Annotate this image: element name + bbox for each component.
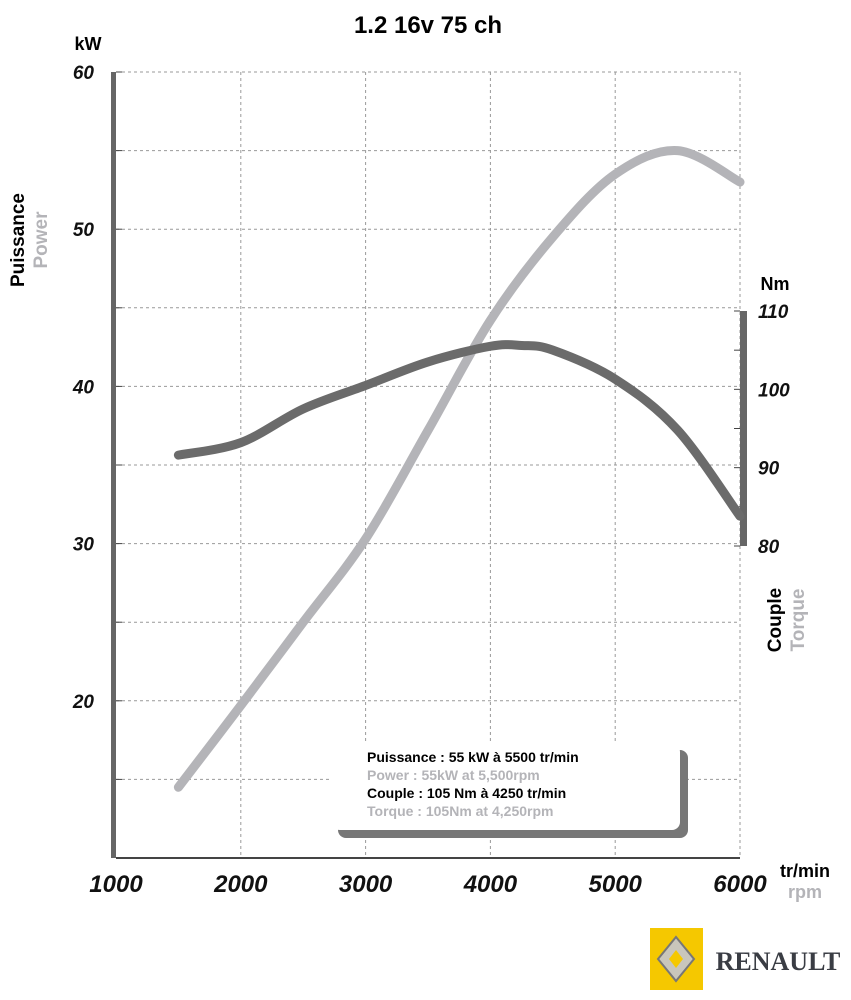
renault-logo: RENAULT xyxy=(650,928,840,990)
y-left-tick-label: 30 xyxy=(73,535,95,556)
left-unit: kW xyxy=(75,34,102,54)
power-curve xyxy=(173,146,745,792)
x-tick-label: 5000 xyxy=(589,871,643,898)
left-label-en: Power xyxy=(31,211,52,269)
left-axis-bar xyxy=(111,72,116,858)
x-tick-label: 4000 xyxy=(463,871,518,898)
y-right-tick-label: 80 xyxy=(758,537,780,558)
torque-curve xyxy=(173,340,745,521)
right-label-fr: Couple xyxy=(765,588,786,652)
right-label-en: Torque xyxy=(788,589,809,652)
x-label-fr: tr/min xyxy=(780,861,830,881)
chart-title: 1.2 16v 75 ch xyxy=(354,12,502,39)
legend-line-3: Couple : 105 Nm à 4250 tr/min xyxy=(367,785,566,801)
x-tick-label: 6000 xyxy=(713,871,767,898)
legend-box: Puissance : 55 kW à 5500 tr/min Power : … xyxy=(332,744,688,838)
legend-line-1: Puissance : 55 kW à 5500 tr/min xyxy=(367,749,579,765)
x-tick-label: 2000 xyxy=(213,871,268,898)
y-left-tick-label: 20 xyxy=(72,692,95,713)
y-right-tick-label: 90 xyxy=(758,459,780,480)
y-right-tick-label: 100 xyxy=(758,380,790,401)
right-unit: Nm xyxy=(760,274,789,294)
right-axis-bar xyxy=(740,311,747,546)
y-left-tick-label: 60 xyxy=(73,63,95,84)
x-label-en: rpm xyxy=(788,882,822,902)
y-left-tick-label: 40 xyxy=(72,377,95,398)
x-tick-label: 3000 xyxy=(339,871,393,898)
y-left-tick-label: 50 xyxy=(73,220,95,241)
legend-line-4: Torque : 105Nm at 4,250rpm xyxy=(367,803,553,819)
x-tick-label: 1000 xyxy=(89,871,143,898)
legend-line-2: Power : 55kW at 5,500rpm xyxy=(367,767,540,783)
y-right-tick-label: 110 xyxy=(758,302,789,323)
left-label-fr: Puissance xyxy=(8,193,29,287)
brand-name: RENAULT xyxy=(716,947,841,976)
